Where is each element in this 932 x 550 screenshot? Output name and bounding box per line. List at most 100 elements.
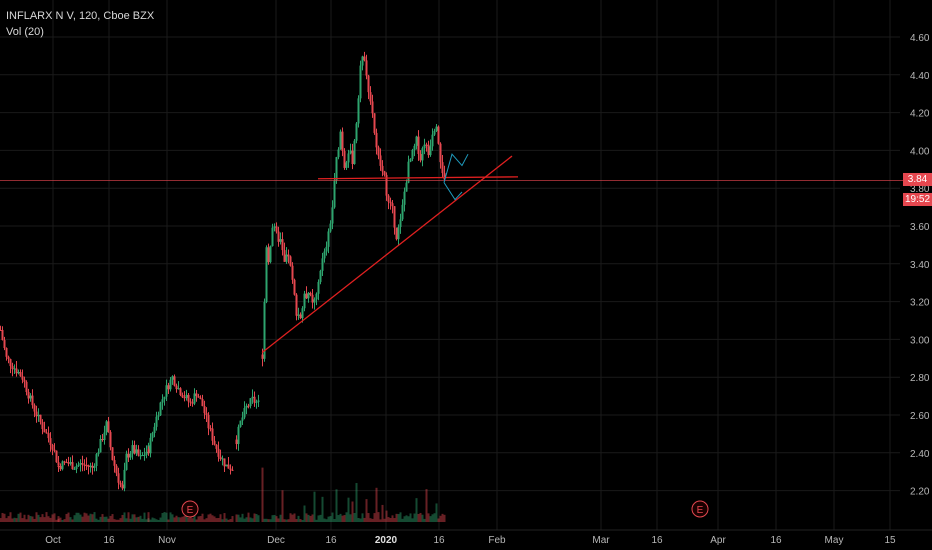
candle-body [161, 399, 164, 403]
candle-body [267, 247, 270, 263]
volume-bar [105, 516, 108, 522]
volume-bar [247, 512, 250, 522]
volume-bar [213, 516, 216, 522]
candle-body [29, 395, 32, 399]
volume-bar [365, 499, 368, 522]
candle-body [183, 397, 186, 399]
volume-bar [165, 512, 168, 522]
candle-body [261, 354, 264, 359]
volume-bar [209, 513, 212, 522]
volume-bar [113, 519, 116, 522]
volume-bar [177, 517, 180, 522]
volume-bar [251, 518, 254, 522]
candle-body [165, 385, 168, 397]
projection-path-down[interactable] [443, 182, 463, 201]
volume-bar [139, 515, 142, 522]
candle-body [79, 463, 82, 465]
candle-body [443, 173, 446, 180]
candle-body [93, 466, 96, 468]
candle-body [87, 465, 90, 467]
candle-body [151, 432, 154, 438]
volume-bar [355, 483, 358, 522]
volume-bar [117, 519, 120, 522]
candle-body [403, 191, 406, 205]
candle-body [413, 145, 416, 151]
volume-bar [131, 514, 134, 522]
candle-body [33, 405, 36, 412]
price-tick-label: 3.60 [910, 222, 930, 233]
earnings-marker[interactable] [691, 500, 709, 518]
candle-body [345, 162, 348, 168]
volume-bar [59, 517, 62, 522]
candle-body [399, 219, 402, 227]
candle-body [199, 397, 202, 400]
volume-bar [301, 519, 304, 522]
earnings-marker[interactable] [181, 500, 199, 518]
candle-body [283, 250, 286, 262]
volume-bar [191, 518, 194, 522]
candle-body [197, 396, 200, 398]
candle-body [63, 461, 66, 463]
time-axis[interactable]: Oct 16 Nov Dec 16 2020 16 Feb Mar 16 Apr 16 May 15 [0, 529, 932, 546]
candle-body [105, 421, 108, 433]
volume-bar [187, 517, 190, 522]
candle-body [187, 394, 190, 402]
volume-bar [67, 512, 70, 522]
volume-bar [99, 516, 102, 522]
candle-body [41, 422, 44, 430]
candle-body [177, 388, 180, 390]
candle-body [59, 466, 62, 470]
candle-body [47, 433, 50, 439]
candle-body [395, 227, 398, 240]
volume-bar [29, 516, 32, 522]
volume-bar [255, 513, 258, 522]
candle-body [133, 445, 136, 454]
volume-bar [181, 516, 184, 522]
volume-bar [321, 496, 324, 522]
volume-bar [283, 519, 286, 522]
volume-bar [415, 498, 418, 522]
volume-bar [39, 517, 42, 522]
candle-body [239, 420, 242, 427]
candle-body [85, 464, 88, 466]
volume-bar [203, 519, 206, 522]
resistance-line[interactable] [317, 176, 519, 180]
candle-body [49, 438, 52, 446]
volume-bar [245, 517, 248, 522]
volume-bar [333, 519, 336, 522]
volume-bar [241, 513, 244, 522]
volume-bar [361, 513, 364, 522]
candle-body [113, 460, 116, 466]
candle-body [391, 203, 394, 207]
candle-body [265, 247, 268, 302]
support-trendline[interactable] [261, 155, 513, 354]
candle-body [287, 254, 290, 257]
volume-bar [329, 516, 332, 522]
volume-indicator-label[interactable]: Vol (20) [6, 26, 44, 38]
symbol-title[interactable]: INFLARX N V, 120, Cboe BZX [6, 10, 155, 22]
price-tick-label: 4.20 [910, 109, 930, 120]
volume-bar [107, 518, 110, 522]
candle-body [117, 473, 120, 483]
projection-path-up[interactable] [443, 153, 469, 183]
volume-bar [49, 517, 52, 522]
candle-body [347, 153, 350, 163]
price-tick-label: 3.80 [910, 184, 930, 195]
candle-body [343, 150, 346, 168]
candle-body [291, 265, 294, 280]
volume-bar [147, 518, 150, 522]
price-axis[interactable]: 4.60 4.40 4.20 4.00 3.80 3.60 3.40 3.20 3.00 2.80… [910, 33, 930, 498]
volume-bar [343, 515, 346, 522]
volume-bar [223, 513, 226, 522]
candle-body [339, 131, 342, 150]
candle-body [255, 401, 258, 403]
volume-bar [175, 515, 178, 522]
volume-bar [205, 518, 208, 522]
volume-bar [71, 519, 74, 522]
volume-bar [275, 516, 278, 522]
candle-body [315, 293, 318, 300]
candle-body [19, 372, 22, 377]
volume-bar [3, 513, 6, 522]
